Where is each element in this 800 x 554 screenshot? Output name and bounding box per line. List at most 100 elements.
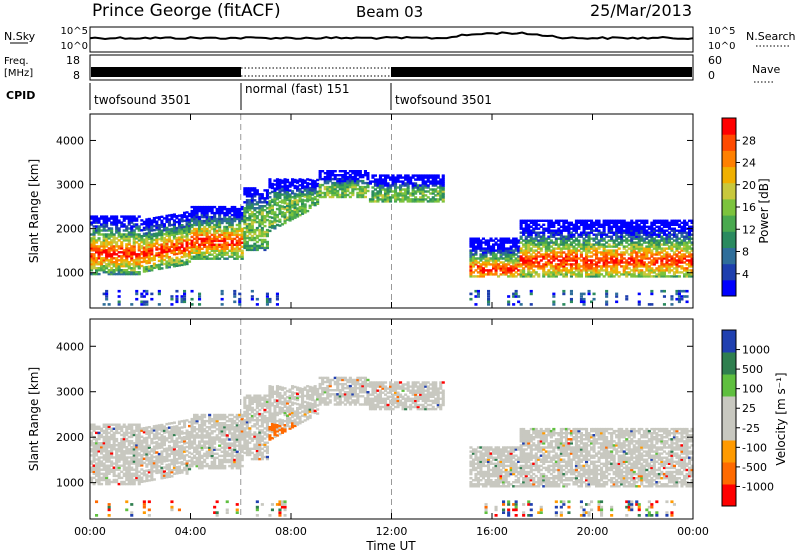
freq-tick-top: 18: [66, 54, 80, 67]
power-cell-991: [198, 205, 202, 209]
power-colorbar-swatch-6: [722, 182, 736, 200]
velocity-cell-138: [105, 472, 109, 475]
power-cell-4276: [685, 247, 689, 250]
power-cell-3056: [552, 269, 556, 272]
power-cell-3823: [637, 273, 641, 276]
velocity-cell-566: [150, 437, 154, 441]
power-cell-51: [95, 263, 99, 266]
power-cell-2654: [502, 253, 506, 256]
power-cell-3783: [632, 251, 636, 254]
power-cell-322: [125, 272, 129, 276]
power-cell-2156: [376, 182, 380, 185]
power-cell-931: [193, 233, 197, 237]
power-cell-531: [145, 292, 149, 296]
power-cell-4137: [670, 241, 674, 244]
velocity-cell-264: [117, 446, 121, 449]
power-cell-3959: [650, 229, 654, 232]
power-cell-1335: [238, 215, 242, 219]
power-cell-3223: [569, 251, 573, 254]
power-cell-4217: [677, 289, 681, 293]
power-cell-1978: [333, 187, 337, 191]
power-cell-1635: [270, 186, 274, 190]
power-cell-2313: [414, 196, 418, 199]
power-cell-2033: [346, 193, 350, 197]
power-cell-4121: [667, 227, 671, 230]
power-cell-192: [110, 261, 114, 264]
power-cell-2546: [484, 257, 488, 260]
velocity-cell-242: [115, 448, 119, 451]
power-cell-1583: [265, 218, 269, 222]
power-cell-342: [125, 227, 129, 230]
power-cell-1994: [336, 177, 340, 181]
power-cell-2289: [406, 178, 410, 181]
power-cell-743: [172, 263, 176, 266]
velocity-cell-139: [105, 470, 109, 473]
power-cell-2999: [544, 247, 548, 250]
power-cell-3978: [652, 241, 656, 244]
power-ylabel: Slant Range [km]: [27, 159, 41, 263]
power-cell-1198: [223, 243, 227, 246]
power-cell-989: [198, 209, 202, 213]
power-cell-3415: [590, 237, 594, 240]
power-cell-3658: [617, 241, 621, 244]
power-cell-3696: [622, 251, 626, 254]
power-cell-1108: [213, 249, 217, 252]
power-cell-1606: [268, 211, 272, 215]
power-cell-2475: [471, 237, 475, 240]
power-cell-1159: [218, 223, 222, 227]
velocity-cell-293: [122, 474, 126, 478]
power-cell-539: [147, 255, 151, 258]
power-cell-1488: [253, 193, 257, 196]
power-cell-3621: [615, 273, 619, 276]
power-cell-124: [102, 237, 106, 240]
power-cell-2338: [419, 178, 423, 181]
power-cell-1122: [213, 217, 217, 221]
power-cell-2363: [424, 174, 428, 177]
power-cell-3600: [612, 271, 616, 274]
power-cell-4065: [662, 249, 666, 252]
power-cell-2466: [471, 257, 475, 260]
power-cell-3922: [647, 269, 651, 272]
power-cell-4151: [672, 267, 676, 270]
power-cell-2890: [529, 289, 533, 293]
power-cell-1165: [218, 211, 222, 215]
power-cell-1070: [208, 241, 212, 244]
power-cell-3185: [564, 235, 568, 238]
power-cell-2171: [381, 200, 385, 203]
velocity-cell-228: [112, 423, 116, 426]
velocity-cell-157: [105, 431, 109, 435]
power-cell-3405: [590, 267, 594, 270]
power-cell-2224: [391, 174, 395, 177]
power-cell-713: [167, 232, 171, 235]
power-cell-770: [175, 248, 179, 252]
power-cell-2894: [532, 265, 536, 268]
power-cell-2409: [436, 186, 440, 189]
power-cell-1622: [270, 226, 274, 229]
power-cell-3072: [552, 225, 556, 228]
power-cell-67: [95, 217, 99, 220]
power-cell-3202: [567, 243, 571, 246]
power-cell-1991: [336, 183, 340, 187]
power-cell-1815: [298, 213, 302, 217]
velocity-cell-461: [137, 429, 141, 433]
power-cell-4136: [670, 243, 674, 246]
power-cell-80: [97, 245, 101, 248]
power-cell-3462: [595, 235, 599, 238]
power-cell-3764: [630, 235, 634, 238]
power-cell-1550: [260, 209, 264, 212]
velocity-cell-45: [95, 472, 99, 475]
power-cell-1030: [203, 227, 207, 231]
power-cell-433: [135, 227, 139, 230]
power-cell-3116: [557, 227, 561, 230]
velocity-cell-117: [102, 462, 106, 465]
power-cell-1626: [270, 216, 274, 219]
power-cell-2213: [389, 184, 393, 187]
power-cell-4041: [660, 255, 664, 258]
power-cell-3514: [602, 255, 606, 258]
power-cell-2439: [469, 275, 473, 278]
velocity-cell-199: [110, 450, 114, 453]
power-cell-116: [102, 257, 106, 260]
power-cell-4072: [662, 231, 666, 234]
power-cell-918: [190, 205, 194, 209]
power-cell-3498: [600, 245, 604, 248]
